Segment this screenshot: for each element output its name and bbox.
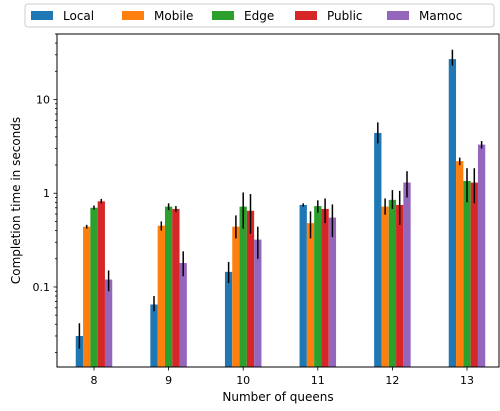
legend-label-mobile: Mobile xyxy=(154,9,193,23)
legend-swatch-local xyxy=(31,11,53,20)
legend-swatch-edge xyxy=(212,11,234,20)
legend-swatch-mamoc xyxy=(387,11,409,20)
y-axis: 0.1 1 10 xyxy=(33,33,57,353)
bar-local-13 xyxy=(448,59,457,367)
bar-edge-8 xyxy=(90,207,98,367)
bar-mobile-8 xyxy=(83,226,91,367)
bar-mobile-11 xyxy=(306,223,315,367)
bar-public-8 xyxy=(97,201,105,367)
bar-public-13 xyxy=(470,182,478,367)
bar-mobile-12 xyxy=(381,206,389,367)
bars xyxy=(75,59,486,367)
y-tick-label: 10 xyxy=(36,94,50,107)
x-tick-label: 8 xyxy=(91,374,98,387)
x-tick-label: 10 xyxy=(236,374,250,387)
bar-public-9 xyxy=(172,208,180,367)
bar-edge-9 xyxy=(164,206,173,367)
bar-mamoc-8 xyxy=(104,279,113,367)
x-axis: 8 9 10 11 12 13 xyxy=(91,367,474,387)
x-tick-label: 11 xyxy=(311,374,325,387)
bar-local-11 xyxy=(299,204,307,367)
y-tick-label: 1 xyxy=(43,187,50,200)
legend-swatch-mobile xyxy=(122,11,144,20)
x-axis-label: Number of queens xyxy=(222,390,333,404)
bar-local-10 xyxy=(224,271,233,367)
bar-edge-11 xyxy=(314,206,322,367)
legend-label-public: Public xyxy=(327,9,363,23)
bar-mamoc-10 xyxy=(254,239,262,367)
y-axis-label: Completion time in seconds xyxy=(9,117,23,284)
bar-local-12 xyxy=(374,132,382,367)
bar-edge-10 xyxy=(239,206,247,367)
bar-mobile-10 xyxy=(232,226,240,367)
bar-edge-12 xyxy=(388,199,397,367)
legend: Local Mobile Edge Public Mamoc xyxy=(24,3,495,28)
legend-label-local: Local xyxy=(63,9,94,23)
x-tick-label: 9 xyxy=(165,374,172,387)
bar-mamoc-12 xyxy=(403,182,411,367)
bar-mobile-13 xyxy=(456,161,464,367)
legend-label-edge: Edge xyxy=(244,9,274,23)
plot-frame xyxy=(56,33,500,368)
error-bars xyxy=(78,49,483,349)
bar-mamoc-11 xyxy=(328,217,337,367)
y-tick-label: 0.1 xyxy=(33,281,51,294)
bar-mamoc-9 xyxy=(179,263,187,367)
bar-local-8 xyxy=(75,335,84,367)
bar-mamoc-13 xyxy=(477,144,486,367)
bar-public-12 xyxy=(396,204,404,367)
legend-frame xyxy=(24,3,495,28)
bar-edge-13 xyxy=(463,181,471,367)
bar-public-11 xyxy=(321,208,329,367)
bar-public-10 xyxy=(246,210,255,367)
legend-swatch-public xyxy=(295,11,317,20)
x-tick-label: 12 xyxy=(385,374,399,387)
bar-mobile-9 xyxy=(157,225,165,367)
legend-label-mamoc: Mamoc xyxy=(419,9,462,23)
x-tick-label: 13 xyxy=(460,374,474,387)
bar-local-9 xyxy=(150,304,158,367)
